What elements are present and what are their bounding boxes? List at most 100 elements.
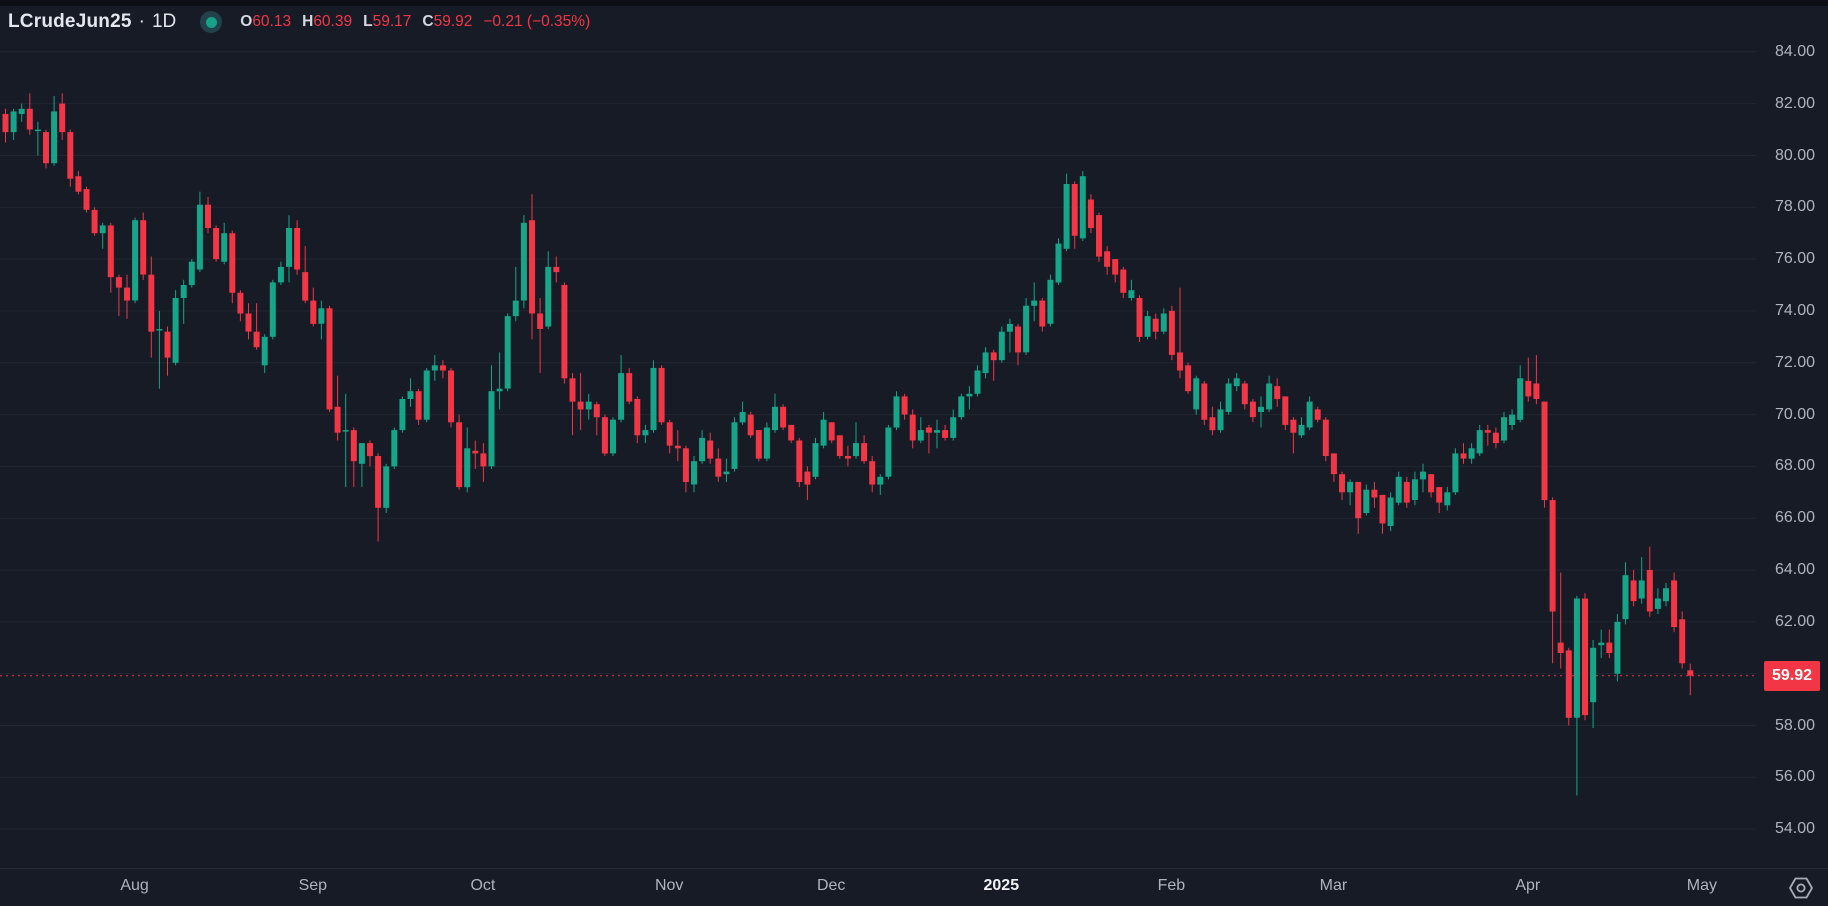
candle [1330,453,1337,482]
candle-body [1217,409,1224,431]
candle [885,424,892,480]
candle-body [172,298,179,363]
candle-body [642,430,649,436]
candle [553,256,560,283]
candle-body [132,220,139,301]
candle-body [367,443,373,457]
interval-label[interactable]: 1D [151,11,177,32]
price-axis-label: 54.00 [1774,820,1815,838]
candle [1339,471,1345,501]
candle [1517,365,1524,423]
candle-body [1177,352,1183,371]
candle-body [342,430,349,432]
candlestick-canvas[interactable] [0,0,1828,868]
candle-body [196,204,203,270]
candle [1371,481,1378,508]
top-border-strip [0,0,1828,6]
candle [618,355,625,423]
candle [261,334,268,374]
candle-body [1015,326,1021,353]
candle [877,474,884,495]
candle-body [1112,259,1119,275]
candle [869,456,876,493]
candle-body [529,220,535,314]
candle-body [1282,396,1289,425]
candle [585,393,592,420]
candle-body [221,233,228,262]
candle [731,417,738,472]
candle [642,424,649,444]
candle [1055,238,1062,285]
candle [1233,373,1240,392]
candle [1152,313,1159,340]
candle-body [423,370,430,420]
candle [1606,629,1613,659]
candle-body [99,225,106,234]
candle-body [577,401,584,410]
candle [1322,417,1329,462]
candle-body [1233,378,1240,387]
candle [1096,212,1102,262]
candle [1573,595,1580,796]
candle [472,440,479,469]
candle-body [998,331,1005,361]
candle [221,222,228,265]
candle-body [1679,619,1686,664]
candle-body [1525,380,1532,397]
candle-body [34,129,41,132]
axis-settings-button[interactable] [1788,875,1814,901]
candle [132,217,139,304]
candle [1282,396,1289,431]
candle [723,458,730,482]
open-label: O [240,13,253,30]
candle [2,108,9,143]
market-status-indicator[interactable] [200,11,223,33]
candle [626,367,633,405]
candle [909,409,916,449]
candle-body [1347,481,1354,493]
candle [715,448,722,482]
symbol-title[interactable]: LCrudeJun25 [8,11,132,32]
candle [383,463,390,513]
candle-body [1573,598,1580,718]
candle-body [18,108,25,114]
candle-body [302,272,309,301]
candle [788,424,795,444]
candle [1403,476,1410,508]
price-axis-label: 74.00 [1774,301,1815,319]
candle-body [585,401,592,410]
candle [674,430,681,462]
time-axis-year-label: 2025 [983,877,1020,894]
candle [464,427,471,493]
candle [569,373,576,436]
candle [1274,378,1281,407]
candle-body [1476,430,1483,454]
candle-body [124,287,130,301]
candle [1444,487,1451,511]
candle-body [1533,383,1540,399]
candle-body [569,378,576,402]
candle [1557,572,1564,669]
candle [1355,481,1362,534]
candle-body [245,313,252,332]
candle-body [439,365,446,371]
candle-body [723,471,730,475]
candle-body [1023,305,1030,353]
candle [350,427,357,488]
status-dot-icon [205,16,217,28]
candle-body [861,443,868,462]
candle-body [626,373,633,402]
candle [1023,298,1030,355]
candle-body [1330,453,1337,475]
candle [780,404,787,431]
candle [326,305,333,412]
price-axis-label: 66.00 [1774,509,1815,527]
time-axis[interactable]: Aug Sep Oct Nov Dec 2025 Feb Mar Apr May [0,868,1828,906]
candle-body [180,285,187,298]
candle [1549,497,1556,664]
candle-body [375,456,382,508]
candle [480,443,487,482]
price-axis[interactable]: 84.00 82.00 80.00 78.00 76.00 74.00 72.00 70.00… [1738,0,1828,868]
candle [1258,396,1264,428]
candle-body [844,456,851,459]
